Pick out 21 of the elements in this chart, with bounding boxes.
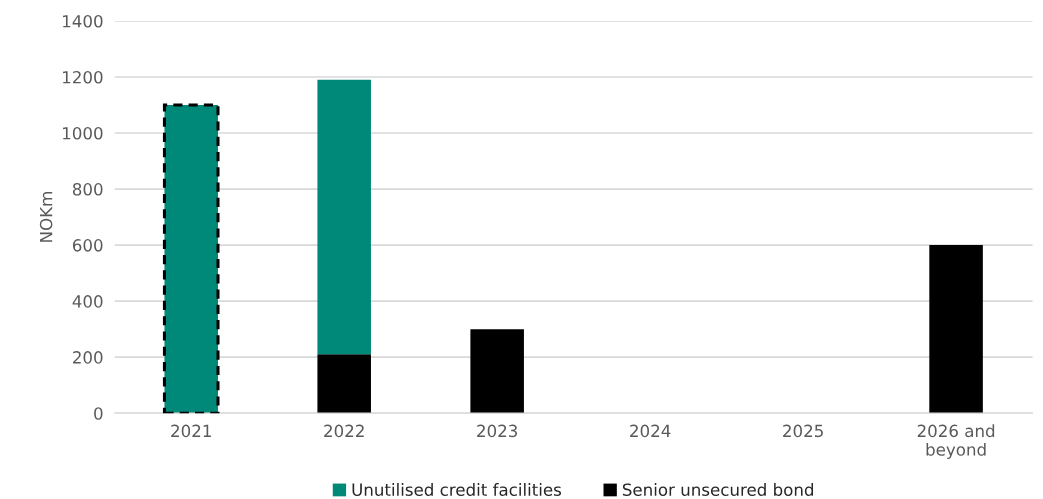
bar xyxy=(317,79,371,355)
x-tick-label: 2025 xyxy=(783,424,823,438)
bar xyxy=(470,329,524,414)
y-tick-label: 600 xyxy=(72,239,103,252)
bar xyxy=(317,354,371,414)
x-tick-label: 2024 xyxy=(630,424,671,438)
x-tick-label: 2022 xyxy=(324,424,364,438)
legend-label: Senior unsecured bond xyxy=(622,483,814,496)
y-tick-label: 200 xyxy=(73,351,103,364)
y-axis-title: NOKm xyxy=(39,192,53,242)
x-tick-label: 2021 xyxy=(171,424,211,438)
y-tick-label: 1400 xyxy=(63,14,103,28)
legend-label: Unutilised credit facilities xyxy=(352,483,562,496)
y-tick-label: 1200 xyxy=(63,70,103,84)
x-tick-label: 2026 and beyond xyxy=(917,424,995,460)
y-tick-label: 1000 xyxy=(63,126,103,140)
y-tick-label: 800 xyxy=(72,183,103,196)
y-tick-label: 400 xyxy=(72,295,103,308)
bar xyxy=(929,245,983,414)
y-tick-label: 0 xyxy=(94,407,103,420)
x-tick-label: 2023 xyxy=(477,424,518,438)
